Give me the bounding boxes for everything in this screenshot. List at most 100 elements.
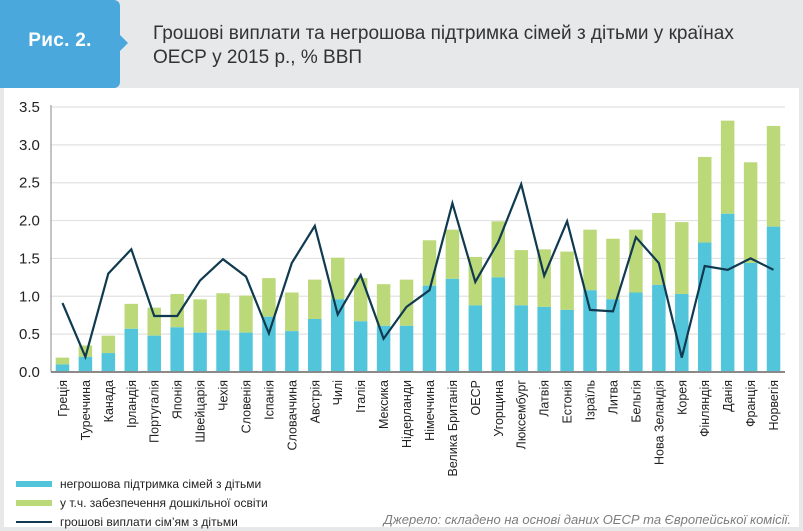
y-tick-label: 2.0 xyxy=(19,213,40,230)
legend-swatch-non-cash xyxy=(16,480,52,487)
bar-non-cash xyxy=(262,316,276,372)
x-tick-label: Корея xyxy=(675,380,689,415)
bar-preschool xyxy=(606,238,620,300)
bar-non-cash xyxy=(170,327,184,372)
title-line-2: ОЕСР у 2015 р., % ВВП xyxy=(153,47,363,68)
legend-label: грошові виплати сім’ям з дітьми xyxy=(60,514,238,529)
x-tick-label: Словаччина xyxy=(285,380,299,451)
bar-preschool xyxy=(720,120,735,214)
bar-preschool xyxy=(697,156,712,243)
bar-non-cash xyxy=(55,364,70,372)
y-tick-label: 0.5 xyxy=(19,326,40,343)
bar-non-cash xyxy=(193,332,207,372)
x-tick-label: Угорщина xyxy=(492,380,506,437)
bar-preschool xyxy=(399,279,414,326)
source-note: Джерело: складено на основі даних ОЕСР т… xyxy=(383,512,791,527)
legend-item-preschool: у т.ч. забезпечення дошкільної освіти xyxy=(16,493,268,512)
y-tick-label: 1.5 xyxy=(19,250,40,267)
gridlines xyxy=(51,106,785,335)
x-tick-label: Фінляндія xyxy=(698,380,712,437)
x-tick-label: Ірландія xyxy=(125,380,139,428)
bar-preschool xyxy=(285,292,299,332)
bar-non-cash xyxy=(468,305,483,372)
bar-preschool xyxy=(675,222,689,295)
bar-preschool xyxy=(766,125,781,227)
x-tick-label: ОЕСР xyxy=(469,380,483,415)
x-tick-label: Латвія xyxy=(538,380,552,417)
y-tick-label: 3.5 xyxy=(19,99,40,116)
x-tick-label: Іспанія xyxy=(262,380,276,420)
x-tick-label: Мексика xyxy=(377,380,391,429)
x-tick-label: Чехія xyxy=(217,380,231,411)
bar-preschool xyxy=(262,278,276,317)
y-axis-ticks: 0.0 0.5 1.0 1.5 2.0 2.5 3.0 3.5 xyxy=(19,99,40,381)
bar-non-cash xyxy=(675,294,689,372)
x-tick-label: Словенія xyxy=(239,380,253,433)
bar-preschool xyxy=(101,335,116,354)
bar-non-cash xyxy=(239,332,253,372)
bar-non-cash xyxy=(743,262,758,372)
cash-line xyxy=(61,180,774,361)
bar-preschool xyxy=(652,213,666,285)
legend-swatch-preschool xyxy=(16,499,52,506)
axes xyxy=(50,105,785,373)
bar-preschool xyxy=(445,229,460,279)
bar-non-cash xyxy=(78,356,93,372)
bars xyxy=(55,120,781,372)
figure-tab: Рис. 2. xyxy=(0,0,120,88)
figure-label: Рис. 2. xyxy=(28,30,92,51)
bar-preschool xyxy=(514,250,528,306)
bar-preschool xyxy=(330,257,345,300)
x-tick-label: Данія xyxy=(721,380,735,412)
bar-non-cash xyxy=(399,325,414,372)
bar-non-cash xyxy=(514,305,528,372)
header: Рис. 2. Грошові виплати та негрошова під… xyxy=(0,0,803,88)
bar-non-cash xyxy=(445,278,460,372)
x-tick-label: Японія xyxy=(171,380,185,419)
bar-non-cash xyxy=(606,299,620,372)
x-tick-label: Франція xyxy=(744,380,758,427)
bar-preschool xyxy=(55,357,70,365)
bar-non-cash xyxy=(720,213,735,372)
x-tick-label: Німеччина xyxy=(423,380,437,441)
bar-preschool xyxy=(560,251,574,310)
bar-non-cash xyxy=(697,242,712,372)
x-tick-label: Швейцарія xyxy=(194,380,208,443)
legend-item-cash: грошові виплати сім’ям з дітьми xyxy=(16,512,268,531)
bar-non-cash xyxy=(652,284,666,372)
bar-non-cash xyxy=(491,277,506,372)
bar-non-cash xyxy=(629,292,643,372)
y-tick-label: 3.0 xyxy=(19,137,40,154)
tab-arrow-icon xyxy=(120,35,128,51)
bar-preschool xyxy=(147,307,161,336)
x-tick-label: Чилі xyxy=(331,380,345,405)
bar-non-cash xyxy=(583,290,597,372)
y-tick-label: 0.0 xyxy=(19,364,40,381)
x-tick-label: Бельгія xyxy=(629,380,643,423)
x-tick-label: Туреччина xyxy=(79,380,93,440)
x-tick-label: Велика Британія xyxy=(446,380,460,476)
x-tick-label: Литва xyxy=(606,380,620,414)
bar-non-cash xyxy=(766,226,781,372)
x-tick-label: Нідерланди xyxy=(400,380,414,448)
title-line-1: Грошові виплати та негрошова підтримка с… xyxy=(153,23,734,44)
bar-preschool xyxy=(170,294,184,328)
x-tick-label: Естонія xyxy=(561,380,575,423)
bar-preschool xyxy=(353,278,368,322)
bar-non-cash xyxy=(353,321,368,372)
bar-preschool xyxy=(124,303,139,329)
bar-preschool xyxy=(78,345,93,357)
bar-non-cash xyxy=(330,299,345,372)
x-tick-label: Норвегія xyxy=(767,380,781,431)
bar-non-cash xyxy=(101,353,116,372)
legend-item-non-cash: негрошова підтримка сімей з дітьми xyxy=(16,474,268,493)
legend-label: у т.ч. забезпечення дошкільної освіти xyxy=(60,495,268,510)
bar-preschool xyxy=(583,229,597,291)
bar-preschool xyxy=(239,295,253,333)
x-tick-label: Ізраїль xyxy=(584,380,598,420)
bar-preschool xyxy=(376,284,391,326)
y-tick-label: 2.5 xyxy=(19,175,40,192)
bar-non-cash xyxy=(285,331,299,372)
bar-non-cash xyxy=(422,285,437,372)
